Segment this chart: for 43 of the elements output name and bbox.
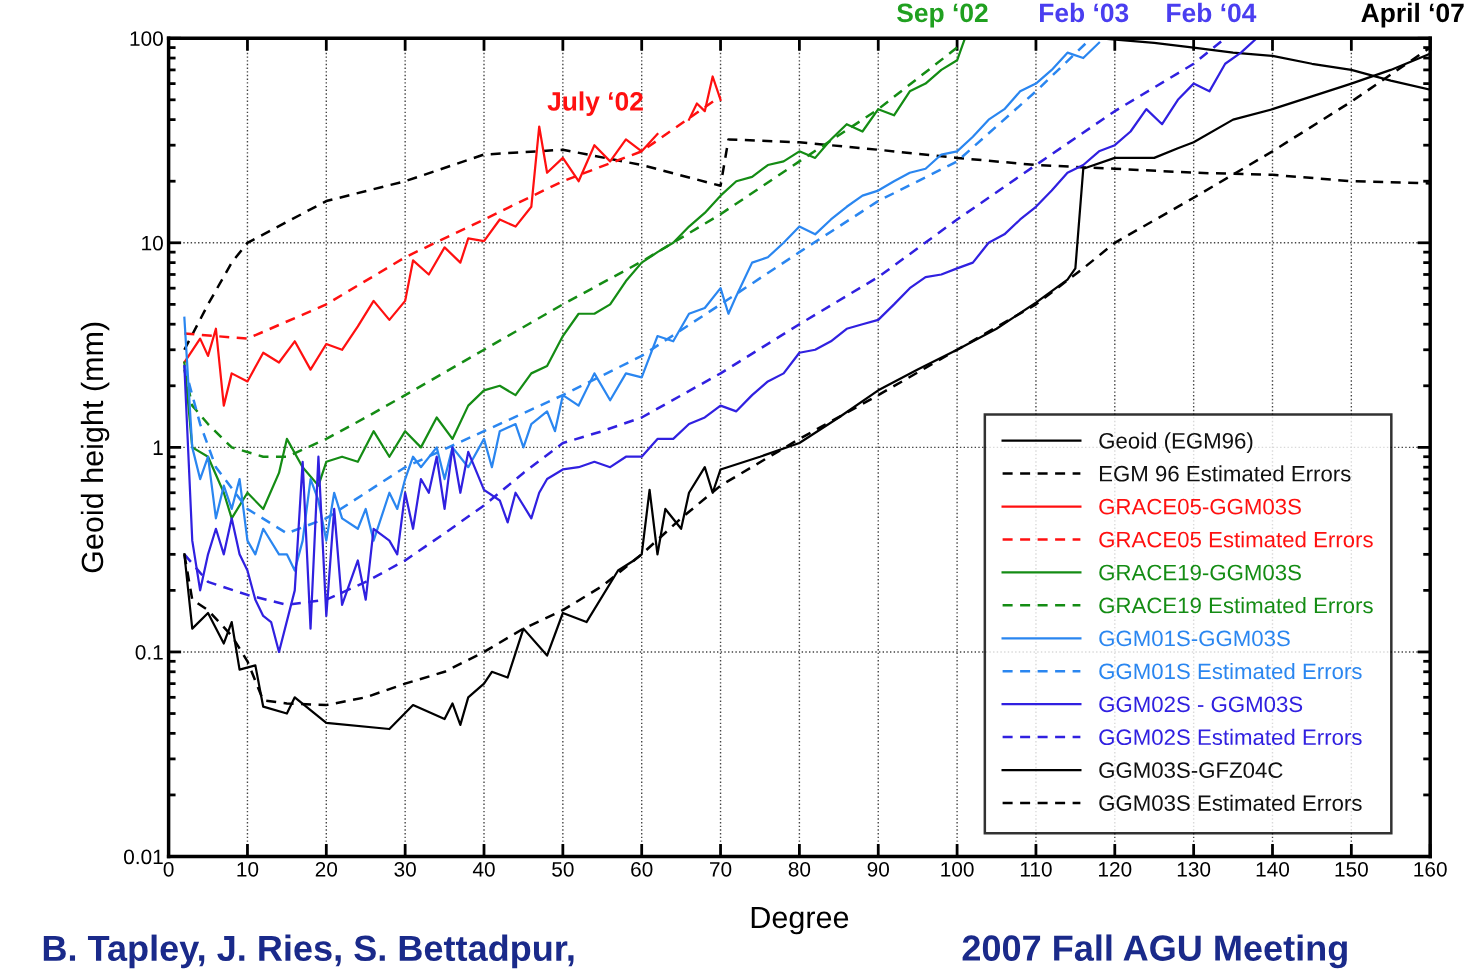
text: April ‘07 [1361, 2, 1464, 28]
legend-label: EGM 96 Estimated Errors [1099, 465, 1351, 482]
legend-label: GRACE19-GGM03S [1099, 564, 1301, 581]
x-tick-label: 20 [315, 861, 338, 877]
x-tick-label: 160 [1414, 861, 1447, 877]
x-tick-label: 150 [1335, 861, 1368, 877]
legend-label: GRACE05 Estimated Errors [1099, 531, 1373, 548]
x-tick-label: 40 [472, 861, 495, 877]
legend-label: GGM02S Estimated Errors [1099, 728, 1362, 746]
text: Feb ‘03 [1040, 2, 1129, 23]
y-tick-label: 0.1 [135, 644, 163, 660]
text: B. Tapley, J. Ries, S. Bettadpur, [43, 934, 574, 969]
x-tick-label: 50 [552, 861, 574, 877]
y-tick-label: 100 [130, 31, 163, 46]
text: 2007 Fall AGU Meeting [962, 934, 1347, 969]
legend-label: GGM03S Estimated Errors [1099, 794, 1362, 811]
x-tick-label: 80 [788, 861, 811, 877]
legend-label: GGM01S-GGM03S [1099, 630, 1290, 647]
text: Sep ‘02 [897, 3, 988, 28]
x-tick-label: 0 [163, 861, 174, 877]
x-tick-label: 120 [1099, 861, 1132, 877]
annotation: July ‘02 [547, 91, 643, 116]
text: Feb ‘04 [1167, 2, 1257, 23]
y-tick-label: 1 [153, 440, 163, 455]
x-tick-label: 140 [1256, 861, 1290, 877]
x-tick-label: 30 [394, 861, 416, 877]
x-axis-title: Degree [751, 906, 849, 935]
x-tick-label: 100 [941, 861, 974, 877]
legend-label: GRACE05-GGM03S [1099, 498, 1301, 515]
x-tick-label: 70 [710, 861, 732, 877]
legend-label: Geoid (EGM96) [1099, 432, 1253, 454]
x-tick-label: 60 [631, 861, 653, 877]
x-tick-label: 130 [1177, 861, 1211, 877]
legend-label: GRACE19 Estimated Errors [1099, 597, 1373, 614]
legend-label: GGM03S-GFZ04C [1099, 762, 1283, 779]
x-tick-label: 10 [237, 861, 259, 877]
x-tick-label: 110 [1020, 861, 1052, 877]
legend-label: GGM02S - GGM03S [1099, 696, 1303, 713]
y-axis-title: Geoid height (mm) [80, 322, 110, 573]
legend-label: GGM01S Estimated Errors [1099, 662, 1362, 680]
y-tick-label: 10 [142, 235, 163, 251]
y-tick-label: 0.01 [124, 849, 163, 865]
x-tick-label: 90 [867, 861, 890, 877]
